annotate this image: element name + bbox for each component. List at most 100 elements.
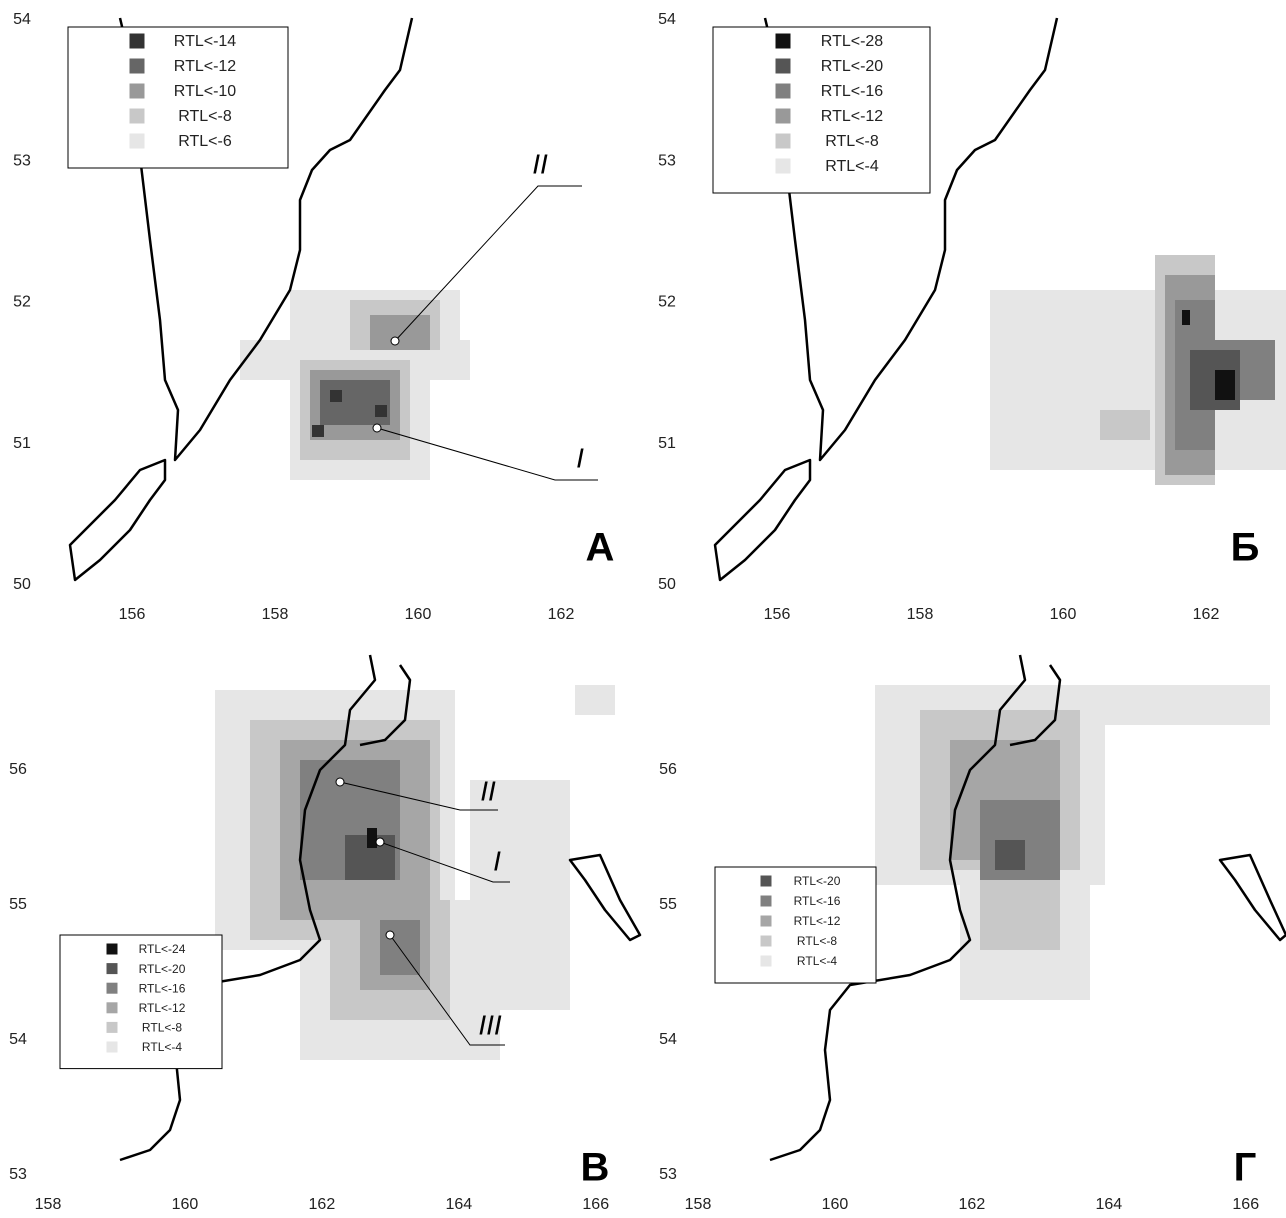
legend-swatch	[106, 1002, 118, 1014]
x-tick-label: 164	[1095, 1196, 1122, 1213]
y-tick-label: 54	[659, 1031, 677, 1048]
y-tick-label: 50	[658, 576, 676, 593]
y-tick-label: 53	[658, 152, 676, 169]
legend-label: RTL<-10	[174, 83, 237, 100]
x-tick-label: 158	[907, 606, 934, 623]
x-tick-label: 166	[1232, 1196, 1259, 1213]
legend-swatch	[775, 58, 791, 74]
x-tick-label: 162	[548, 606, 575, 623]
legend-swatch	[775, 158, 791, 174]
y-tick-label: 56	[659, 761, 677, 778]
site-marker	[372, 423, 382, 433]
legend-label: RTL<-12	[794, 914, 841, 928]
legend-box	[67, 26, 289, 169]
coastline	[68, 17, 1286, 1162]
y-tick-label: 52	[13, 294, 31, 311]
leader-line	[376, 427, 598, 481]
leader-line	[389, 934, 505, 1046]
legend-label: RTL<-12	[174, 58, 237, 75]
legend-label: RTL<-16	[821, 83, 884, 100]
panel-label: Г	[1234, 1146, 1257, 1190]
y-tick-label: 56	[9, 761, 27, 778]
leader-line	[394, 185, 582, 342]
y-tick-label: 54	[658, 11, 676, 28]
anomaly-field	[875, 685, 1270, 1000]
y-tick-label: 51	[13, 435, 31, 452]
x-tick-label: 164	[445, 1196, 472, 1213]
legend-label: RTL<-8	[178, 108, 232, 125]
legend-swatch	[129, 133, 145, 149]
legend-label: RTL<-24	[139, 942, 186, 956]
y-tick-label: 53	[13, 152, 31, 169]
x-tick-label: 158	[35, 1196, 62, 1213]
anomaly-field	[990, 255, 1286, 485]
legend-swatch	[760, 875, 772, 887]
legend-swatch	[129, 58, 145, 74]
legend-swatch	[775, 33, 791, 49]
site-marker	[335, 777, 345, 787]
legend-swatch	[760, 895, 772, 907]
x-tick-label: 162	[1193, 606, 1220, 623]
x-tick-label: 156	[764, 606, 791, 623]
annotation: III	[478, 1009, 502, 1040]
legend-label: RTL<-4	[825, 158, 879, 175]
leader-line	[379, 841, 510, 883]
legend-box	[712, 26, 931, 194]
legend-swatch	[106, 943, 118, 955]
x-tick-label: 166	[582, 1196, 609, 1213]
anomaly-field	[240, 290, 470, 480]
x-tick-label: 160	[822, 1196, 849, 1213]
legend-swatch	[106, 982, 118, 994]
annotation: I	[493, 845, 501, 876]
site-marker	[390, 336, 400, 346]
legend-swatch	[775, 108, 791, 124]
x-tick-label: 162	[309, 1196, 336, 1213]
x-tick-label: 160	[172, 1196, 199, 1213]
legend-label: RTL<-12	[821, 108, 884, 125]
legend-label: RTL<-8	[797, 934, 837, 948]
legend-swatch	[129, 83, 145, 99]
legend-swatch	[760, 935, 772, 947]
x-tick-label: 162	[959, 1196, 986, 1213]
legend-label: RTL<-4	[142, 1040, 182, 1054]
legend-swatch	[106, 1041, 118, 1053]
legend-label: RTL<-8	[142, 1021, 182, 1035]
y-tick-label: 55	[659, 896, 677, 913]
legend-label: RTL<-16	[139, 981, 186, 995]
legend-label: RTL<-8	[825, 133, 879, 150]
y-tick-label: 52	[658, 294, 676, 311]
legend-swatch	[775, 133, 791, 149]
x-tick-label: 160	[1050, 606, 1077, 623]
legend-swatch	[760, 955, 772, 967]
y-tick-label: 54	[13, 11, 31, 28]
panel-label: Б	[1231, 526, 1260, 570]
legend-swatch	[106, 963, 118, 975]
legend-label: RTL<-12	[139, 1001, 186, 1015]
leader-line	[339, 781, 498, 811]
y-tick-label: 53	[659, 1166, 677, 1183]
legend-swatch	[760, 915, 772, 927]
panel-label: А	[586, 526, 615, 570]
annotation: II	[532, 148, 548, 179]
legend-label: RTL<-28	[821, 33, 884, 50]
legend-box	[59, 934, 223, 1070]
legend-swatch	[106, 1021, 118, 1033]
x-tick-label: 156	[119, 606, 146, 623]
y-tick-label: 55	[9, 896, 27, 913]
y-tick-label: 54	[9, 1031, 27, 1048]
legend-label: RTL<-4	[797, 954, 837, 968]
legend-label: RTL<-6	[178, 133, 232, 150]
site-marker	[385, 930, 395, 940]
y-tick-label: 50	[13, 576, 31, 593]
x-tick-label: 158	[262, 606, 289, 623]
legend-swatch	[775, 83, 791, 99]
x-tick-label: 160	[405, 606, 432, 623]
legend-swatch	[129, 33, 145, 49]
legend-label: RTL<-20	[139, 962, 186, 976]
site-marker	[375, 837, 385, 847]
y-tick-label: 53	[9, 1166, 27, 1183]
panel-label: В	[581, 1146, 610, 1190]
legend-label: RTL<-20	[821, 58, 884, 75]
annotation: I	[576, 442, 584, 473]
